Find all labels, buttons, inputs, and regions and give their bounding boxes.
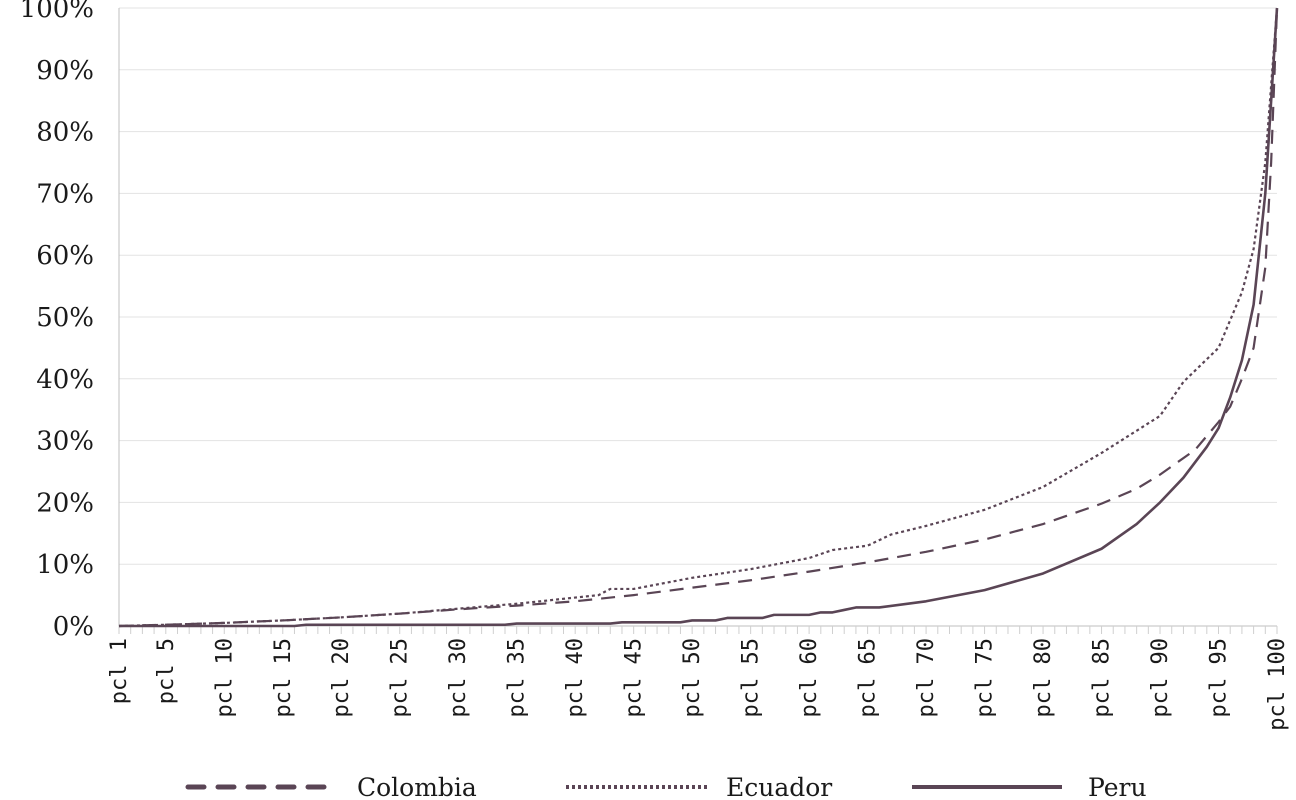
legend-label-ecuador: Ecuador [726, 773, 832, 800]
x-tick-label: pcl 35 [505, 638, 530, 717]
x-tick-label: pcl 20 [329, 638, 354, 717]
x-tick-label: pcl 75 [973, 638, 998, 717]
y-tick-label: 80% [36, 118, 94, 148]
x-tick-label: pcl 65 [856, 638, 881, 717]
y-tick-label: 60% [36, 241, 94, 271]
y-tick-label: 50% [36, 303, 94, 333]
x-tick-label: pcl 40 [563, 638, 588, 717]
x-tick-label: pcl 85 [1090, 638, 1115, 717]
y-tick-label: 20% [36, 488, 94, 518]
x-tick-label: pcl 1 [107, 638, 132, 704]
x-tick-label: pcl 30 [446, 638, 471, 717]
y-tick-label: 0% [53, 612, 94, 642]
x-minor-ticks [118, 626, 1278, 634]
x-tick-label: pcl 50 [680, 638, 705, 717]
series-line-ecuador [118, 7, 1279, 628]
y-tick-labels: 0% 10% 20% 30% 40% 50% 60% 70% 80% 90% 100% [20, 0, 94, 642]
x-tick-label: pcl 95 [1207, 638, 1232, 717]
y-tick-label: 90% [36, 56, 94, 86]
y-tick-label: 100% [20, 0, 94, 24]
series-line-peru [119, 7, 1279, 628]
x-tick-label: pcl 25 [388, 638, 413, 717]
x-tick-label: pcl 60 [797, 638, 822, 717]
x-tick-label: pcl 90 [1148, 638, 1173, 717]
y-tick-label: 10% [36, 550, 94, 580]
legend-label-peru: Peru [1088, 773, 1147, 800]
y-tick-label: 40% [36, 365, 94, 395]
x-tick-label: pcl 5 [154, 638, 179, 704]
x-tick-label: pcl 55 [739, 638, 764, 717]
series-lines [118, 7, 1279, 628]
x-tick-label: pcl 70 [914, 638, 939, 717]
legend-label-colombia: Colombia [357, 773, 477, 800]
x-tick-label: pcl 100 [1265, 638, 1290, 731]
legend: Colombia Ecuador Peru [185, 773, 1147, 800]
y-tick-label: 30% [36, 427, 94, 457]
x-tick-label: pcl 15 [271, 638, 296, 717]
x-tick-label: pcl 45 [622, 638, 647, 717]
gridlines [119, 7, 1277, 565]
x-tick-label: pcl 10 [212, 638, 237, 717]
y-tick-label: 70% [36, 179, 94, 209]
x-tick-label: pcl 80 [1031, 638, 1056, 717]
x-tick-labels: pcl 1 pcl 5 pcl 10 pcl 15 pcl 20 pcl 25 pcl 30… [107, 638, 1290, 731]
